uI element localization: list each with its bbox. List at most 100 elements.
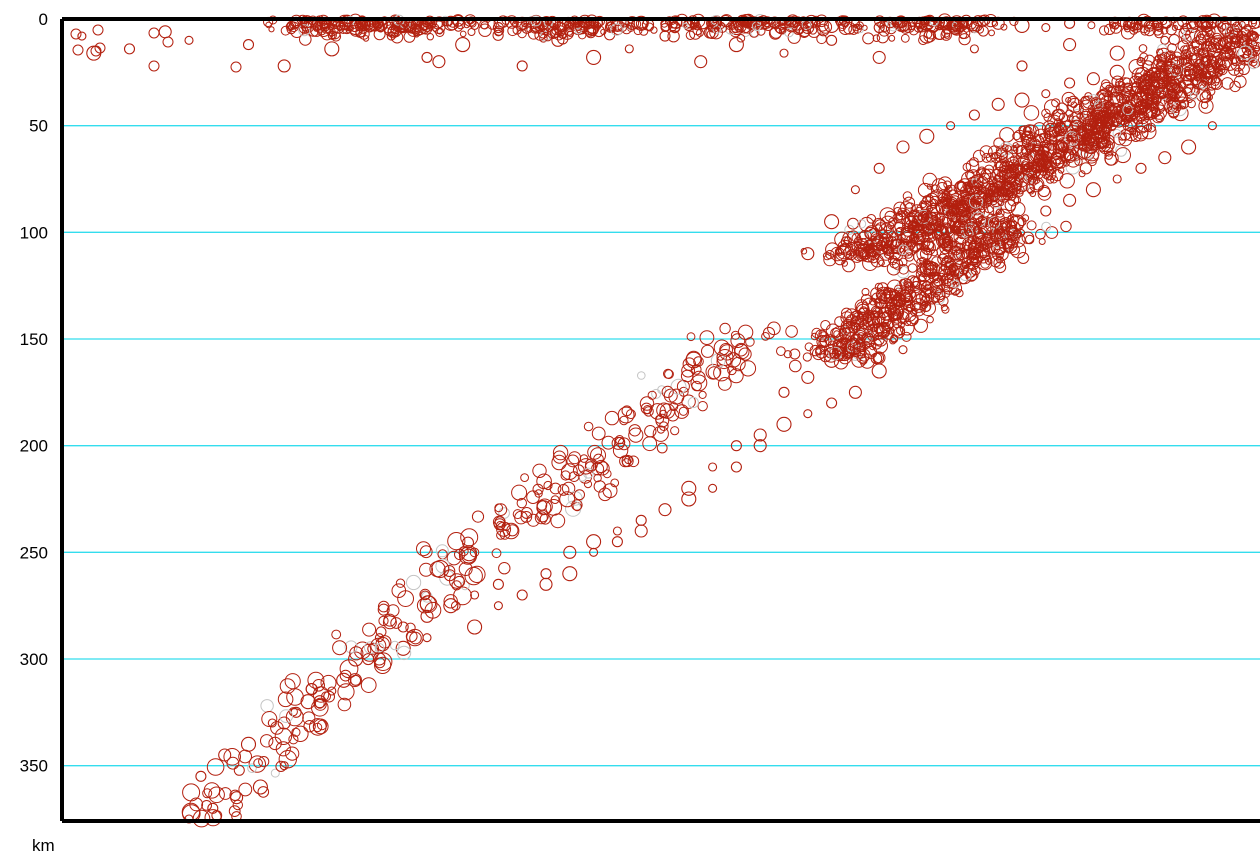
data-point [1171,24,1179,31]
data-point [1014,92,1030,108]
data-point [1191,36,1207,52]
data-point [492,578,504,590]
data-point [219,787,232,800]
data-point [991,97,1005,111]
data-point [1107,86,1117,96]
data-point [703,26,716,39]
data-point [838,350,852,365]
data-point [1190,53,1204,67]
data-point [919,221,935,237]
data-point [1099,106,1112,120]
data-point [644,425,657,438]
data-point [678,406,689,416]
data-point [885,289,902,305]
data-point [494,25,505,36]
data-point [642,436,658,452]
data-point [203,782,221,799]
data-point [905,235,918,248]
data-point [551,454,567,471]
data-point [856,231,870,245]
data-point [1221,77,1234,90]
data-point [370,637,387,654]
data-point [952,218,969,235]
data-point [192,809,211,828]
data-point [1087,21,1096,30]
data-point [625,409,636,420]
data-point [627,455,640,468]
data-point [1139,52,1149,62]
data-point [557,33,569,45]
data-point [949,210,957,217]
data-point [268,26,275,33]
data-point [561,463,578,481]
data-point [779,48,789,58]
data-point [889,335,899,344]
data-point [907,263,918,273]
data-point [360,677,377,693]
data-point [1090,136,1100,147]
data-point [1248,58,1259,70]
data-point [1099,81,1115,97]
data-point [1078,99,1095,116]
data-point [886,326,895,335]
data-point [892,292,907,307]
data-point [459,30,467,38]
data-point [717,23,728,33]
data-point [390,617,403,629]
data-point [1133,106,1143,116]
data-point [958,264,969,275]
data-point [989,255,1002,268]
data-point [505,15,519,29]
data-point [437,549,448,560]
data-point [443,565,456,577]
data-point [968,109,980,121]
data-point [261,711,278,727]
data-point [1150,78,1166,94]
data-point [816,335,830,348]
data-point [420,590,430,601]
data-point [987,216,1001,229]
data-point [332,640,348,656]
data-point [1052,151,1062,161]
data-point [968,183,976,191]
data-point [911,225,925,238]
data-point [992,175,1005,188]
data-point [899,201,914,215]
data-point [657,385,667,395]
data-point [162,36,174,48]
data-point [339,669,352,682]
data-point [864,335,876,348]
data-point [1198,71,1206,78]
data-point [690,374,708,392]
data-point [767,321,781,336]
data-point [257,786,270,798]
data-point [1022,174,1032,184]
data-point [955,289,964,298]
data-point [1189,39,1205,56]
data-point [395,578,406,588]
data-point [798,27,810,38]
data-point [362,653,375,666]
data-point [202,788,213,799]
data-point [871,306,883,319]
data-point [561,481,576,496]
data-point [1192,46,1200,54]
data-point [941,192,950,202]
data-point [316,719,328,731]
data-point [818,338,828,348]
data-point [447,532,466,551]
data-point [926,315,934,324]
data-point [826,397,838,409]
data-point [1081,137,1098,154]
data-point [585,14,599,28]
data-point [539,577,553,591]
data-point [1107,92,1121,105]
data-point [912,275,927,290]
data-point [851,347,862,358]
data-point [1110,21,1122,34]
data-point [1041,160,1054,173]
data-point [1071,119,1082,131]
data-point [764,22,772,29]
data-point [1089,97,1103,110]
data-point [785,325,798,338]
